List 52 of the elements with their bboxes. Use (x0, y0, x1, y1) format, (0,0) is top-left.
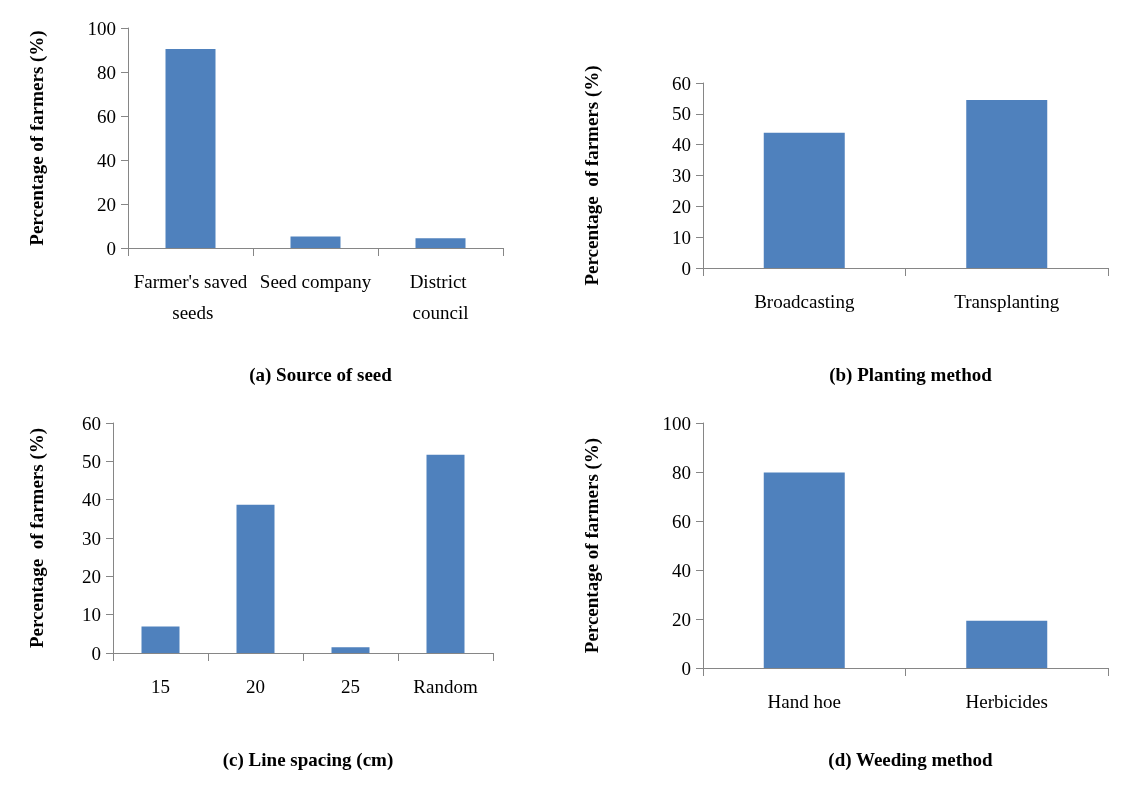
x-tick-label: Broadcasting (754, 291, 855, 312)
y-tick-label: 50 (672, 103, 691, 125)
y-tick-label: 20 (97, 193, 116, 215)
y-tick-label: 20 (672, 195, 691, 217)
y-tick-label: 0 (106, 237, 116, 259)
bar (141, 626, 180, 653)
x-tick-label: Hand hoe (767, 691, 841, 712)
text: (d) Weeding method (828, 749, 994, 771)
x-tick-label: Random (413, 676, 478, 697)
y-tick-label: 80 (672, 461, 691, 483)
y-tick-label: 40 (672, 559, 691, 581)
y-tick-label: 20 (672, 608, 691, 630)
x-tick-label: Seed company (259, 271, 372, 292)
y-axis-title: Percentage of farmers (%) (580, 437, 603, 654)
x-tick-label: District council (409, 271, 472, 323)
y-tick-label: 60 (672, 510, 691, 532)
bar (426, 454, 465, 653)
x-tick-label: 25 (341, 676, 360, 697)
y-axis-title: Percentage of farmers (%) (25, 30, 48, 246)
y-axis-title: Percentage of farmers (%) (25, 427, 48, 649)
y-tick-label: 80 (97, 61, 116, 83)
y-tick-label: 0 (91, 642, 101, 664)
text: (c) Line spacing (cm) (222, 749, 394, 771)
x-tick-label: Farmer's saved seeds (133, 271, 248, 323)
y-tick-label: 60 (82, 412, 101, 434)
text: (b) Planting method (829, 364, 993, 386)
x-tick-label: Herbicides (965, 691, 1048, 712)
y-axis-title: Percentage of farmers (%) (580, 65, 603, 286)
y-tick-label: 60 (672, 72, 691, 94)
y-tick-label: 40 (82, 489, 101, 511)
y-tick-label: 20 (82, 565, 101, 587)
bar (415, 238, 466, 248)
y-tick-label: 10 (672, 226, 691, 248)
bar (331, 647, 370, 653)
y-tick-label: 40 (672, 134, 691, 156)
y-tick-label: 60 (97, 105, 116, 127)
y-tick-label: 10 (82, 604, 101, 626)
bar (165, 49, 216, 248)
bar (236, 504, 275, 653)
x-tick-label: 20 (246, 676, 265, 697)
y-tick-label: 100 (662, 412, 691, 434)
y-tick-label: 0 (681, 657, 691, 679)
y-tick-label: 30 (672, 165, 691, 186)
y-tick-label: 100 (87, 17, 116, 39)
x-tick-label: Transplanting (954, 291, 1060, 312)
y-tick-label: 50 (82, 450, 101, 472)
y-tick-label: 40 (97, 149, 116, 171)
y-tick-label: 30 (82, 527, 101, 549)
x-tick-label: 15 (151, 676, 170, 697)
text: (a) Source of seed (249, 364, 393, 386)
y-tick-label: 0 (681, 257, 691, 279)
bar (290, 236, 341, 248)
